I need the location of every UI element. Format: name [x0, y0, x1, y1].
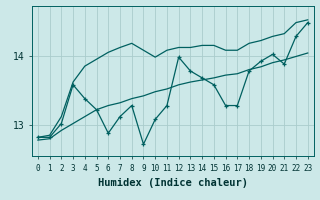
- X-axis label: Humidex (Indice chaleur): Humidex (Indice chaleur): [98, 178, 248, 188]
